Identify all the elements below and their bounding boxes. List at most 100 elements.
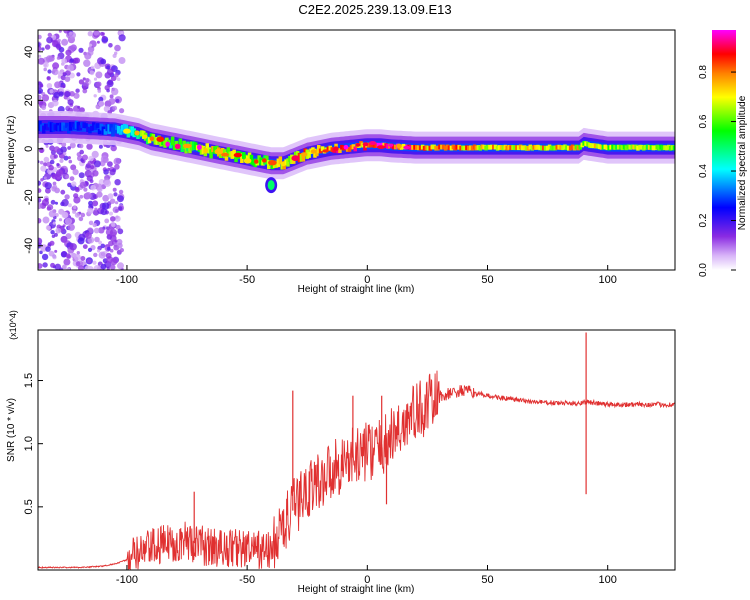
noise-speckle	[108, 43, 113, 48]
ridge-cell	[336, 148, 340, 154]
noise-speckle	[101, 202, 110, 210]
noise-speckle	[109, 229, 118, 237]
ridge-cell	[47, 121, 52, 128]
ridge-cell	[428, 145, 432, 151]
noise-speckle	[47, 69, 52, 74]
ridge-cell	[640, 144, 644, 150]
ridge-cell	[149, 133, 154, 140]
ridge-cell	[668, 145, 673, 151]
top-x-ticks: -100 -50 0 50 100	[116, 265, 617, 286]
noise-speckle	[49, 159, 55, 165]
noise-speckle	[54, 81, 61, 89]
ridge-cell	[436, 145, 440, 151]
noise-speckle	[108, 98, 116, 105]
noise-speckle	[118, 57, 126, 64]
noise-speckle	[53, 154, 58, 159]
noise-speckle	[41, 94, 50, 102]
ridge-cell	[495, 145, 500, 151]
ridge-cell	[493, 144, 498, 150]
ridge-peak	[142, 134, 148, 139]
noise-speckle	[76, 72, 81, 77]
noise-speckle	[60, 235, 68, 243]
ridge-cell	[128, 126, 133, 133]
noise-speckle	[61, 38, 69, 46]
ridge-cell	[630, 144, 634, 150]
ridge-cell	[307, 151, 311, 158]
noise-speckle	[38, 54, 42, 58]
top-y-ticks: -40 -20 0 20 40	[23, 46, 43, 254]
ridge-cell	[453, 145, 457, 151]
ridge-cell	[199, 145, 204, 155]
noise-speckle	[71, 181, 77, 187]
noise-speckle	[43, 176, 47, 180]
ridge-cell	[280, 163, 284, 170]
ridge-cell	[432, 144, 436, 150]
colorbar-tick-label: 0.8	[698, 65, 709, 79]
ridge-cell	[86, 126, 90, 132]
x-tick-label: 100	[599, 274, 617, 286]
ridge-cell	[601, 144, 606, 150]
noise-speckle	[69, 243, 77, 251]
ridge-cell	[247, 152, 252, 162]
ridge-cell	[353, 146, 357, 152]
noise-speckle	[73, 253, 81, 261]
noise-speckle	[111, 87, 119, 96]
ridge-cell	[607, 145, 611, 151]
noise-speckle	[38, 57, 45, 65]
noise-speckle	[109, 248, 114, 253]
ridge-cell	[120, 124, 125, 132]
ridge-cell	[109, 123, 113, 132]
ridge-cell	[440, 144, 444, 150]
ridge-cell	[465, 145, 469, 151]
ridge-peak	[149, 136, 155, 141]
noise-speckle	[56, 169, 64, 177]
ridge-cell	[486, 144, 490, 150]
noise-speckle	[67, 99, 74, 106]
noise-speckle	[115, 98, 120, 103]
noise-speckle	[78, 143, 84, 149]
ridge-cell	[628, 144, 632, 150]
ridge-cell	[645, 144, 650, 150]
ridge-cell	[153, 137, 158, 145]
ridge-cell	[515, 145, 519, 150]
ridge-cell	[332, 148, 336, 153]
ridge-cell	[424, 145, 429, 151]
ridge-peak	[322, 149, 329, 153]
noise-speckle	[73, 193, 79, 199]
noise-speckle	[69, 91, 75, 97]
y-tick-label: 0	[23, 146, 35, 152]
ridge-cell	[599, 144, 604, 150]
ridge-cell	[422, 145, 427, 151]
ridge-cell	[401, 143, 406, 149]
noise-speckle	[40, 165, 47, 172]
ridge-cell	[580, 142, 584, 148]
ridge-cell	[105, 123, 109, 132]
ridge-cell	[613, 145, 617, 150]
ridge-cell	[574, 144, 579, 150]
ridge-cell	[380, 142, 384, 148]
ridge-cell	[642, 145, 646, 151]
noise-speckle	[89, 70, 95, 76]
noise-speckle	[117, 228, 124, 235]
noise-speckle	[46, 36, 53, 44]
ridge-cell	[67, 126, 71, 134]
noise-speckle	[78, 172, 85, 179]
y-multiplier-label: (x10^4)	[8, 310, 18, 340]
noise-speckle	[62, 84, 66, 89]
noise-speckle	[88, 220, 94, 226]
noise-speckle	[92, 200, 99, 207]
noise-speckle	[85, 232, 92, 239]
ridge-cell	[68, 122, 73, 131]
noise-speckle	[80, 212, 86, 218]
ridge-cell	[649, 145, 654, 150]
ridge-cell	[211, 146, 215, 153]
ridge-cell	[418, 145, 423, 151]
ridge-cell	[328, 145, 332, 151]
ridge-cell	[655, 144, 659, 150]
y-tick-label: 40	[23, 46, 35, 58]
noise-speckle	[65, 49, 72, 56]
ridge-cell	[653, 145, 657, 151]
noise-speckle	[44, 197, 49, 202]
ridge-cell	[430, 144, 434, 150]
ridge-cell	[490, 144, 494, 150]
